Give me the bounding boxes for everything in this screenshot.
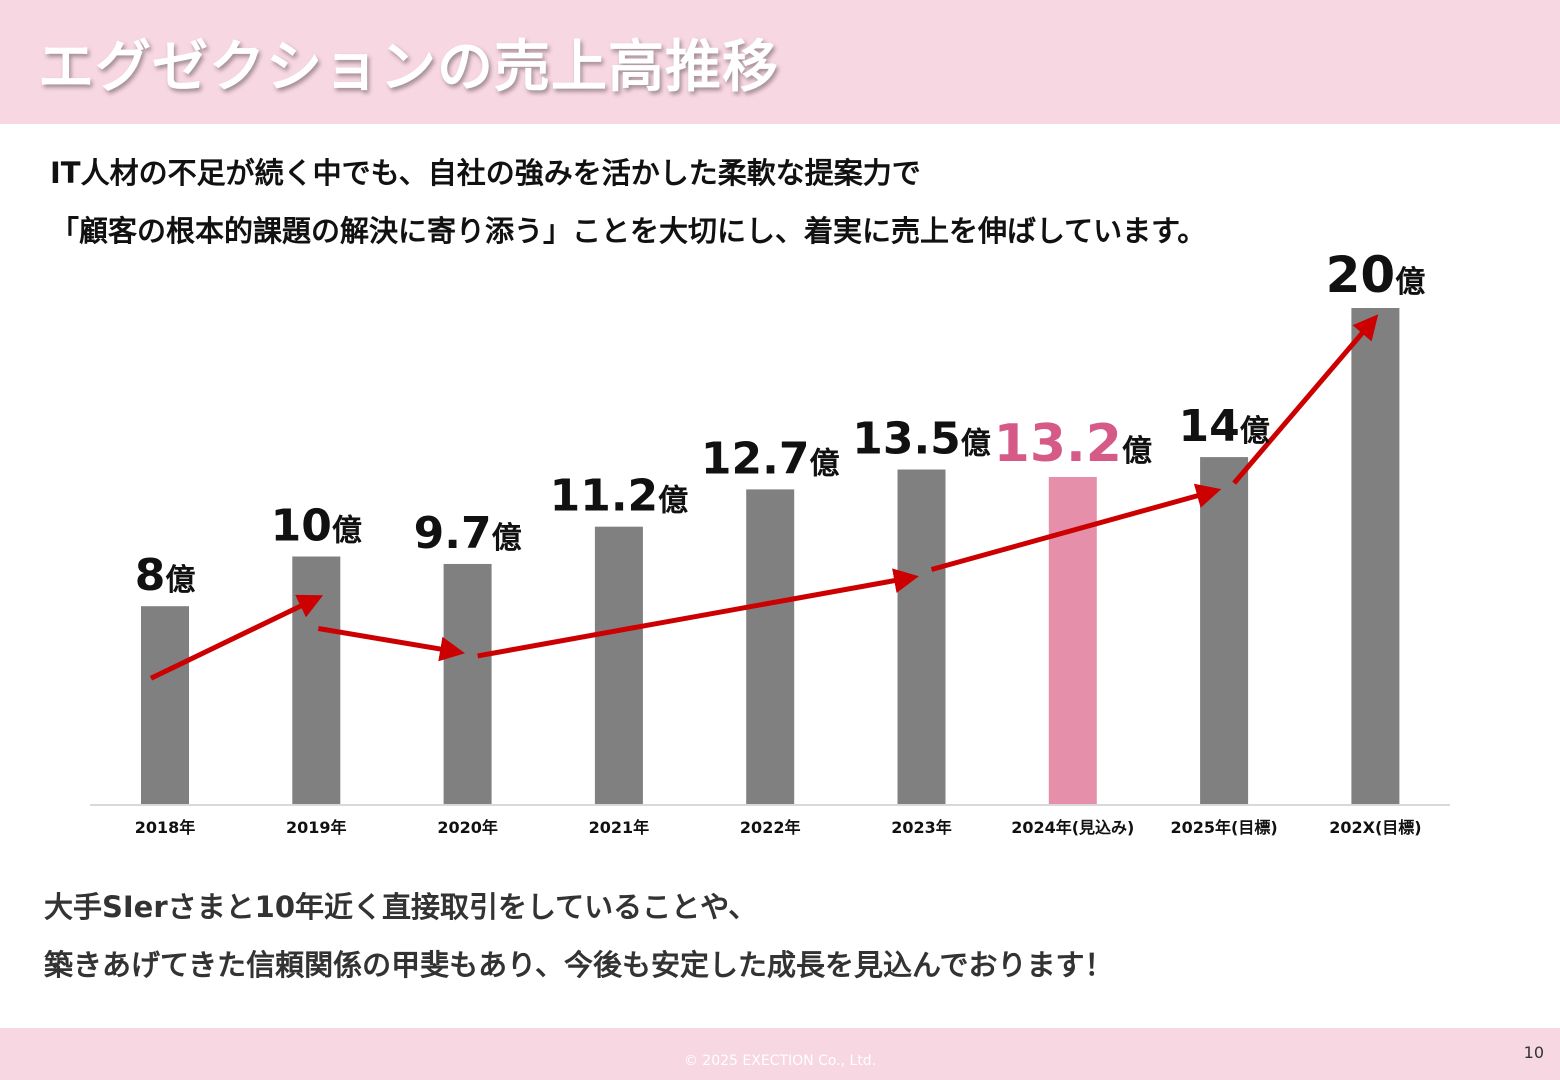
value-number-2: 9.7: [414, 508, 492, 559]
value-label-5: 13.5億: [852, 414, 991, 465]
trend-arrow-1: [317, 626, 465, 662]
bar-1: [292, 556, 341, 805]
value-number-4: 12.7: [701, 433, 810, 484]
bar-3: [594, 526, 643, 805]
lead-text-line-1: IT人材の不足が続く中でも、自社の強みを活かした柔軟な提案力で: [50, 156, 921, 190]
value-number-6: 13.2: [994, 414, 1122, 474]
bar-2: [443, 563, 492, 805]
closing-text-line-1: 大手SIerさまと10年近く直接取引をしていることや、: [44, 890, 758, 924]
value-number-3: 11.2: [550, 471, 659, 522]
value-label-7: 14億: [1178, 401, 1269, 452]
bar-4: [746, 489, 795, 805]
x-tick-label-8: 202X(目標): [1329, 818, 1421, 837]
page-number: 10: [1523, 1043, 1544, 1062]
footer-band: [0, 1028, 1560, 1080]
value-label-8: 20億: [1326, 246, 1426, 304]
bar-8: [1351, 308, 1400, 805]
trend-arrows: [149, 314, 1379, 681]
value-unit-0: 億: [165, 563, 195, 598]
value-unit-7: 億: [1240, 414, 1270, 449]
x-tick-label-1: 2019年: [286, 818, 347, 837]
value-unit-3: 億: [658, 484, 688, 519]
lead-text-line-2: 「顧客の根本的課題の解決に寄り添う」ことを大切にし、着実に売上を伸ばしています。: [50, 214, 1207, 248]
value-label-4: 12.7億: [701, 433, 840, 484]
x-tick-label-7: 2025年(目標): [1171, 818, 1278, 837]
value-unit-5: 億: [961, 427, 991, 462]
value-number-1: 10: [271, 501, 332, 552]
value-label-2: 9.7億: [414, 508, 522, 559]
copyright-text: © 2025 EXECTION Co., Ltd.: [683, 1053, 877, 1069]
trend-arrow-2: [477, 568, 919, 659]
value-label-0: 8億: [135, 550, 196, 601]
bar-7: [1200, 457, 1249, 805]
value-label-1: 10億: [271, 501, 362, 552]
value-unit-1: 億: [332, 514, 362, 549]
value-label-6: 13.2億: [994, 414, 1152, 474]
value-unit-8: 億: [1395, 265, 1425, 300]
trend-arrow-0: [149, 594, 324, 681]
value-unit-2: 億: [492, 521, 522, 556]
x-tick-label-2: 2020年: [437, 818, 498, 837]
x-tick-label-5: 2023年: [891, 818, 952, 837]
header-band: [0, 0, 1560, 124]
x-tick-label-0: 2018年: [135, 818, 196, 837]
x-tick-label-4: 2022年: [740, 818, 801, 837]
x-tick-labels: 2018年 2019年 2020年 2021年 2022年 2023年 2024年(見込み)…: [135, 818, 1422, 837]
bar-5: [897, 469, 946, 805]
value-number-8: 20: [1326, 246, 1396, 304]
x-tick-label-6: 2024年(見込み): [1011, 818, 1134, 837]
value-number-5: 13.5: [852, 414, 961, 465]
value-unit-4: 億: [809, 446, 839, 481]
value-number-0: 8: [135, 550, 166, 601]
trend-arrow-4: [1232, 314, 1379, 485]
trend-arrow-3: [930, 483, 1222, 572]
page-title: エグゼクションの売上高推移: [38, 35, 779, 100]
value-unit-6: 億: [1122, 434, 1152, 469]
value-number-7: 14: [1178, 401, 1239, 452]
bars-layer: [141, 308, 1400, 805]
closing-text-line-2: 築きあげてきた信頼関係の甲斐もあり、今後も安定した成長を見込んでおります！: [44, 948, 1114, 982]
x-tick-label-3: 2021年: [589, 818, 650, 837]
bar-0: [141, 606, 189, 805]
value-label-3: 11.2億: [550, 471, 689, 522]
